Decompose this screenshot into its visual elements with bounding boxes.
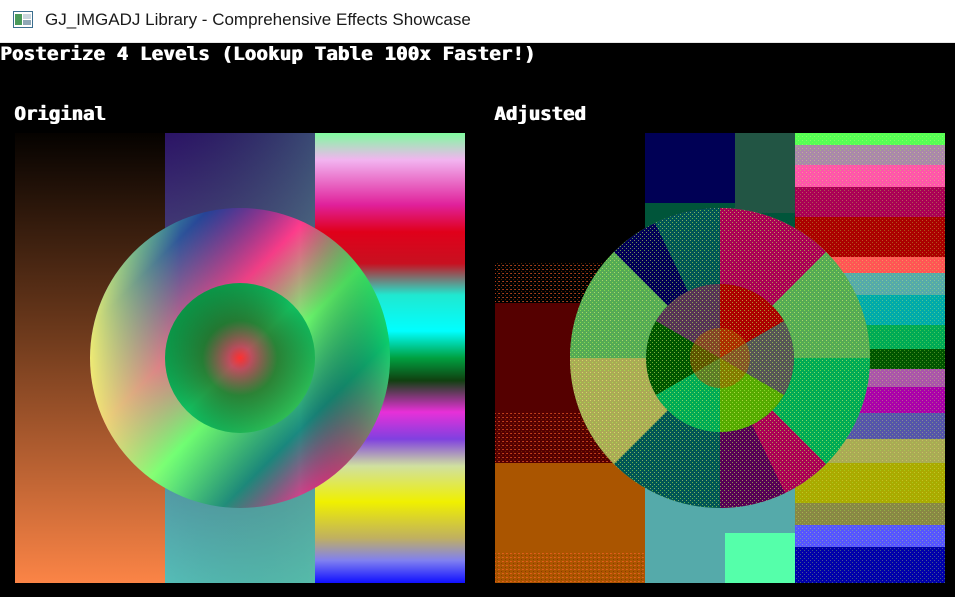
adjusted-label: Adjusted: [494, 103, 586, 125]
original-label: Original: [14, 103, 106, 125]
original-image: [15, 133, 465, 583]
window-title: GJ_IMGADJ Library - Comprehensive Effect…: [45, 10, 471, 29]
adjusted-image: [495, 133, 945, 583]
title-bar[interactable]: GJ_IMGADJ Library - Comprehensive Effect…: [0, 0, 955, 43]
app-window-icon: [13, 11, 33, 28]
effect-heading: Posterize 4 Levels (Lookup Table 100x Fa…: [0, 43, 536, 65]
render-canvas: Posterize 4 Levels (Lookup Table 100x Fa…: [0, 43, 955, 597]
